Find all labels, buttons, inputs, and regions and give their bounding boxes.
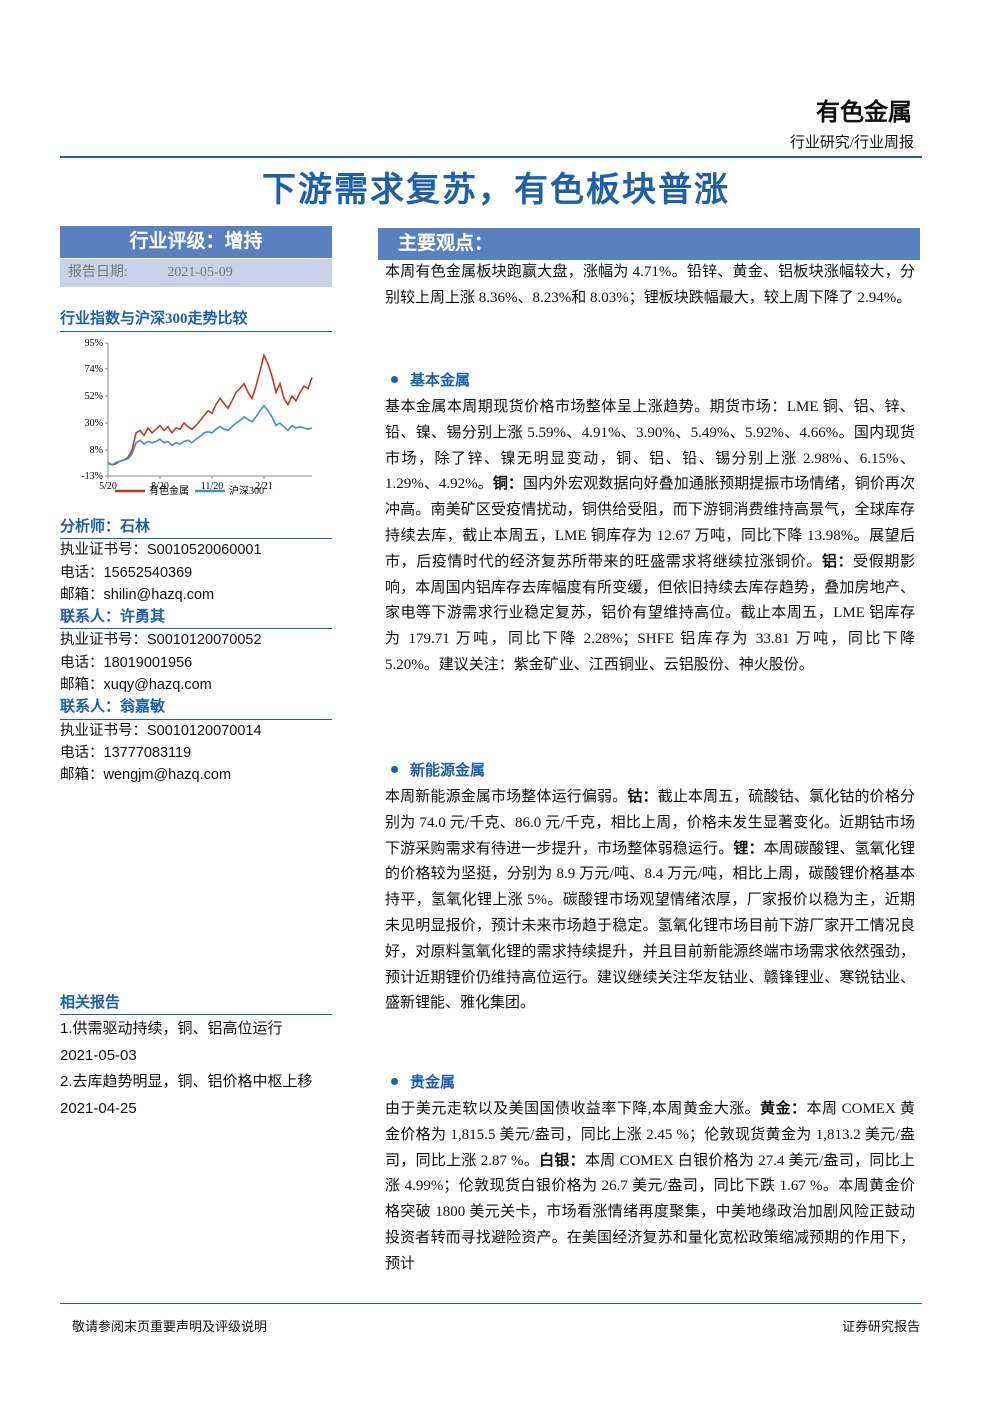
section-text: 由于美元走软以及美国国债收益率下降,本周黄金大涨。黄金：本周 COMEX 黄金价… <box>385 1097 915 1278</box>
text-run: 国内外宏观数据向好叠加通胀预期提振市场情绪，铜价再次冲高。南美矿区受疫情扰动，铜… <box>385 476 915 570</box>
y-tick-label: 8% <box>90 445 103 456</box>
y-tick-label: 74% <box>85 364 103 375</box>
section: 新能源金属本周新能源金属市场整体运行偏弱。钴：截止本周五，硫酸钴、氯化钴的价格分… <box>385 759 915 1017</box>
contact-line: 执业证书号：S0010120070014 <box>60 722 262 739</box>
date: 2021-05-09 <box>167 265 233 280</box>
contact-line: 邮箱：xuqy@hazq.com <box>60 677 212 694</box>
text-run: 受假期影响，本周国内铝库存去库幅度有所变缓，但依旧持续去库存趋势，叠加房地产、家… <box>385 553 915 673</box>
footer-left: 敬请参阅末页重要声明及评级说明 <box>72 1319 268 1334</box>
bullet <box>391 376 398 383</box>
sector: 有色金属 <box>816 100 912 126</box>
section: 贵金属 由于美元走软以及美国国债收益率下降,本周黄金大涨。黄金：本周 COMEX … <box>385 1071 915 1278</box>
related: 1.供需驱动持续，铜、铝高位运行 2021-05-03 2.去库趋势明显，铜、铝价格… <box>60 1016 335 1122</box>
title: 下游需求复苏，有色板块普涨 <box>262 172 730 209</box>
subtype: 行业研究/行业周报 <box>789 135 914 151</box>
y-tick-label: 52% <box>85 391 103 402</box>
section-title: 贵金属 <box>410 1075 456 1091</box>
related-item: 2021-05-03 <box>60 1046 137 1064</box>
section-heading: 新能源金属 <box>385 759 915 784</box>
date-row: 报告日期: 2021-05-09 <box>60 259 332 287</box>
contacts: 分析师：石林执业证书号：S0010520060001 电话：15652540369… <box>60 516 332 787</box>
section-title: 新能源金属 <box>410 763 486 779</box>
section-heading: 基本金属 <box>385 369 915 394</box>
related-item: 2.去库趋势明显，铜、铝价格中枢上移 2021-04-25 <box>60 1073 313 1117</box>
bold-run: 白银： <box>539 1152 585 1169</box>
rule <box>60 156 922 158</box>
section-heading: 贵金属 <box>385 1071 915 1096</box>
bold-run: 黄金： <box>760 1101 807 1117</box>
text-run: 本周 COMEX 黄金价格为 1,815.5 美元/盎司，同比上涨 2.45 %… <box>385 1101 915 1169</box>
x-tick-label: 8/20 <box>151 481 169 492</box>
y-tick-label: 95% <box>85 338 103 349</box>
text-run: 基本金属本周期现货价格市场整体呈上涨趋势。期货市场：LME 铜、铝、锌、铅、镍、… <box>385 399 915 493</box>
legend-label: 沪深300 <box>229 484 264 497</box>
y-tick-label: 30% <box>85 418 103 429</box>
x-tick-label: 11/20 <box>201 481 223 492</box>
bold-run: 铜： <box>492 476 523 493</box>
contact-role: 分析师：石林 <box>60 516 332 540</box>
contact-line: 电话：18019001956 <box>60 654 193 671</box>
series-line <box>107 352 313 466</box>
contact-line: 邮箱：wengjm@hazq.com <box>60 767 232 784</box>
x-tick-label: 5/20 <box>99 481 117 492</box>
section-text: 本周新能源金属市场整体运行偏弱。钴：截止本周五，硫酸钴、氯化钴的价格分别为 74… <box>385 785 915 1017</box>
bold-run: 钴： <box>627 789 658 805</box>
bullet <box>391 1078 398 1085</box>
bullet <box>391 766 398 773</box>
contact-line: 电话：15652540369 <box>60 564 193 581</box>
contact-line: 电话：13777083119 <box>60 744 192 761</box>
text-run: 本周 COMEX 白银价格为 27.4 美元/盎司，同比上涨 4.99%；伦敦现… <box>385 1152 915 1272</box>
text-run: 截止本周五，硫酸钴、氯化钴的价格分别为 74.0 元/千克、86.0 元/千克，… <box>385 789 915 857</box>
intro: 本周有色金属板块跑赢大盘，涨幅为 4.71%。铅锌、黄金、铝板块涨幅较大，分别较… <box>385 264 915 306</box>
series-line <box>107 404 313 466</box>
chart-heading: 行业指数与沪深300走势比较 <box>60 307 332 332</box>
rating: 行业评级：增持 <box>60 226 332 258</box>
section-text: 基本金属本周期现货价格市场整体呈上涨趋势。期货市场：LME 铜、铝、锌、铅、镍、… <box>385 395 915 679</box>
main-heading-text: 主要观点： <box>398 233 494 254</box>
contact-role: 联系人：翁嘉敏 <box>60 696 332 720</box>
footer-right: 证券研究报告 <box>841 1319 920 1334</box>
text-run: 由于美元走软以及美国国债收益率下降,本周黄金大涨。 <box>385 1101 761 1117</box>
text-run: 本周碳酸锂、氢氧化锂的价格较为坚挺，分别为 8.9 万元/吨、8.4 万元/吨，… <box>385 840 915 1012</box>
contact-line: 执业证书号：S0010120070052 <box>60 632 262 649</box>
contact-line: 邮箱：shilin@hazq.com <box>60 586 215 603</box>
related-item: 1.供需驱动持续，铜、铝高位运行 <box>60 1020 283 1037</box>
x-tick-label: 2/21 <box>255 481 273 492</box>
text-run: 本周新能源金属市场整体运行偏弱。 <box>385 789 628 805</box>
footer-rule <box>60 1303 922 1304</box>
bold-run: 铝： <box>821 553 854 570</box>
contact-line: 执业证书号：S0010520060001 <box>60 542 262 559</box>
related-heading: 相关报告 <box>60 991 332 1015</box>
chart: -13% 8% 30% 52% 74% 95% 5/20 8/20 11/20 2/21 有色金属 沪… <box>81 338 313 497</box>
date-label: 报告日期: <box>68 265 128 280</box>
legend-label: 有色金属 <box>149 484 189 497</box>
y-tick-label: -13% <box>81 471 103 482</box>
contact-role: 联系人：许勇其 <box>60 606 332 630</box>
section: 基本金属基本金属本周期现货价格市场整体呈上涨趋势。期货市场：LME 铜、铝、锌、… <box>385 369 915 679</box>
section-title: 基本金属 <box>410 373 471 389</box>
bold-run: 锂： <box>733 840 764 857</box>
main-heading: 主要观点： <box>378 228 920 260</box>
